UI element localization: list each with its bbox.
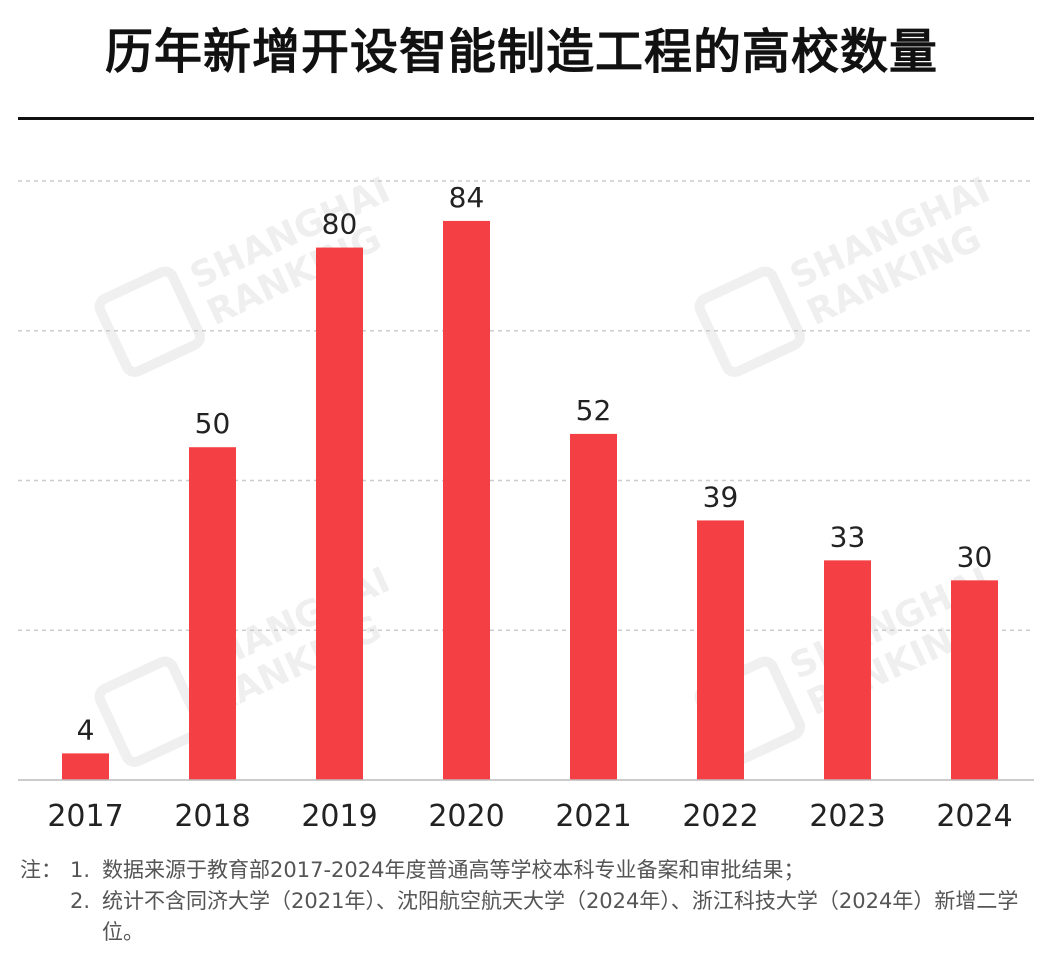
footnote-prefix: 注： [20, 858, 62, 882]
data-label-2022: 39 [703, 480, 739, 513]
data-label-2023: 33 [830, 520, 866, 553]
footnote-1: 注： 1. 数据来源于教育部2017-2024年度普通高等学校本科专业备案和审批… [20, 855, 1035, 886]
footnotes: 注： 1. 数据来源于教育部2017-2024年度普通高等学校本科专业备案和审批… [20, 855, 1035, 948]
bar-2023 [824, 560, 871, 780]
x-tick-labels: 2017 2018 2019 2020 2021 2022 2023 2024 [47, 799, 1012, 834]
bar-2020 [443, 220, 490, 780]
bar-chart: 4 50 80 84 52 39 33 30 2017 2018 2019 2020 2021 2022… [18, 180, 1034, 834]
footnote-text: 数据来源于教育部2017-2024年度普通高等学校本科专业备案和审批结果； [102, 858, 805, 882]
footnote-2: 2. 统计不含同济大学（2021年）、沈阳航空航天大学（2024年）、浙江科技大… [20, 886, 1035, 948]
bar-2019 [316, 247, 363, 781]
bar-2021 [570, 433, 617, 780]
data-label-2020: 84 [449, 181, 485, 214]
data-labels: 4 50 80 84 52 39 33 30 [77, 181, 993, 746]
x-tick-2020: 2020 [428, 799, 504, 834]
footnote-number: 1. [70, 858, 91, 882]
title-rule [18, 117, 1034, 120]
chart-title: 历年新增开设智能制造工程的高校数量 [104, 24, 938, 80]
bars [62, 220, 998, 781]
bar-2018 [189, 447, 236, 780]
data-label-2021: 52 [576, 394, 612, 427]
bar-2017 [62, 753, 109, 780]
data-label-2019: 80 [322, 208, 358, 241]
footnote-number: 2. [70, 889, 91, 913]
x-tick-2021: 2021 [555, 799, 631, 834]
bar-2024 [951, 580, 998, 780]
bar-2022 [697, 520, 744, 780]
x-tick-2019: 2019 [301, 799, 377, 834]
data-label-2018: 50 [195, 407, 231, 440]
x-tick-2023: 2023 [809, 799, 885, 834]
gridlines [18, 180, 1034, 631]
footnote-text: 统计不含同济大学（2021年）、沈阳航空航天大学（2024年）、浙江科技大学（2… [102, 889, 1019, 944]
data-label-2024: 30 [957, 540, 993, 573]
x-tick-2017: 2017 [47, 799, 123, 834]
data-label-2017: 4 [77, 713, 95, 746]
x-tick-2018: 2018 [174, 799, 250, 834]
x-tick-2024: 2024 [936, 799, 1012, 834]
x-tick-2022: 2022 [682, 799, 758, 834]
